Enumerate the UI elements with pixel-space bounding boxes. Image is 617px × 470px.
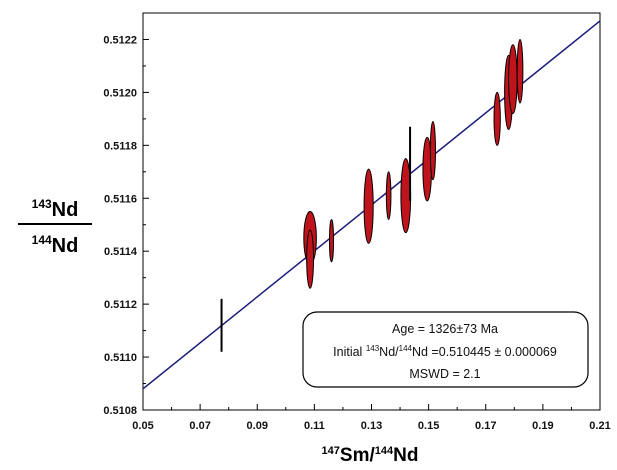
data-point-ellipse [306, 229, 315, 289]
x-tick-label: 0.13 [361, 420, 382, 432]
x-tick-label: 0.11 [304, 420, 325, 432]
x-tick-label: 0.05 [132, 420, 153, 432]
x-title-sup1: 147 [322, 445, 340, 457]
x-tick-label: 0.15 [418, 420, 439, 432]
y-tick-label: 0.5122 [103, 34, 137, 46]
points-layer [220, 38, 524, 352]
data-point-ellipse [385, 171, 392, 220]
y-axis-title-numerator: 143Nd [32, 197, 79, 221]
x-title-sup2: 144 [375, 445, 394, 457]
y-numerator-main: Nd [52, 199, 79, 221]
x-tick-label: 0.09 [247, 420, 268, 432]
y-numerator-sup: 143 [32, 197, 52, 211]
x-title-main1: Sm/ [340, 445, 376, 466]
y-tick-label: 0.5116 [104, 193, 137, 205]
data-point-ellipse [516, 38, 524, 104]
annotation-mswd: MSWD = 2.1 [409, 367, 480, 381]
x-tick-label: 0.19 [532, 420, 553, 432]
data-point-ellipse [429, 121, 436, 181]
annotation-initial-sup1: 143 [366, 344, 380, 353]
data-point-ellipse [329, 218, 335, 263]
data-point-ellipse [363, 168, 374, 244]
x-tick-label: 0.07 [189, 420, 210, 432]
annotation-initial-mid: Nd/ [379, 345, 399, 359]
y-tick-label: 0.5118 [104, 140, 137, 152]
data-point-ellipse [493, 91, 501, 146]
y-tick-label: 0.5112 [104, 299, 137, 311]
y-tick-label: 0.5114 [104, 246, 138, 258]
y-tick-label: 0.5108 [103, 405, 137, 417]
x-tick-label: 0.21 [589, 420, 610, 432]
annotation-initial: Initial 143Nd/144Nd =0.510445 ± 0.000069 [333, 344, 557, 359]
annotation-initial-sup2: 144 [399, 344, 413, 353]
y-tick-label: 0.5120 [103, 87, 137, 99]
annotation-initial-suffix: Nd =0.510445 ± 0.000069 [412, 345, 557, 359]
annotation-frame [302, 311, 589, 388]
data-point-ellipse [508, 44, 518, 115]
y-axis-title-denominator: 144Nd [32, 233, 79, 257]
y-tick-label: 0.5110 [104, 352, 137, 364]
x-tick-label: 0.17 [475, 420, 496, 432]
annotation-box: Age = 1326±73 Ma Initial 143Nd/144Nd =0.… [302, 311, 589, 388]
annotation-age: Age = 1326±73 Ma [392, 322, 498, 336]
x-title-main2: Nd [393, 445, 418, 466]
ticks-layer: 0.05 0.07 0.09 0.11 0.13 0.15 0.17 0.19 0.21 0.51… [103, 12, 611, 432]
y-axis-title: 143Nd 144Nd [18, 197, 92, 257]
y-denominator-main: Nd [52, 235, 79, 257]
annotation-initial-prefix: Initial [333, 345, 366, 359]
y-denominator-sup: 144 [32, 233, 52, 247]
x-axis-title: 147Sm/144Nd [322, 445, 419, 466]
